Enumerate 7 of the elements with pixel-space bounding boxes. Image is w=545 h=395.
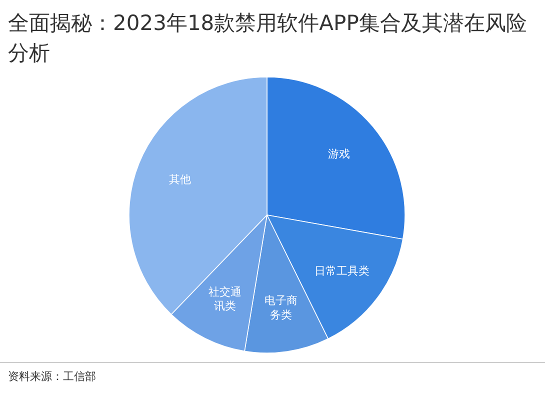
slice-label: 日常工具类 bbox=[314, 264, 370, 278]
slice-label: 游戏 bbox=[328, 148, 350, 161]
slice-label: 电子商务类 bbox=[264, 294, 298, 322]
slice-label: 社交通讯类 bbox=[208, 285, 242, 313]
text: 资料来源：工信部 bbox=[8, 369, 96, 384]
slice-label: 其他 bbox=[168, 172, 191, 186]
chart-title: 全面揭秘：2023年18款禁用软件APP集合及其潜在风险分析 bbox=[8, 10, 528, 67]
